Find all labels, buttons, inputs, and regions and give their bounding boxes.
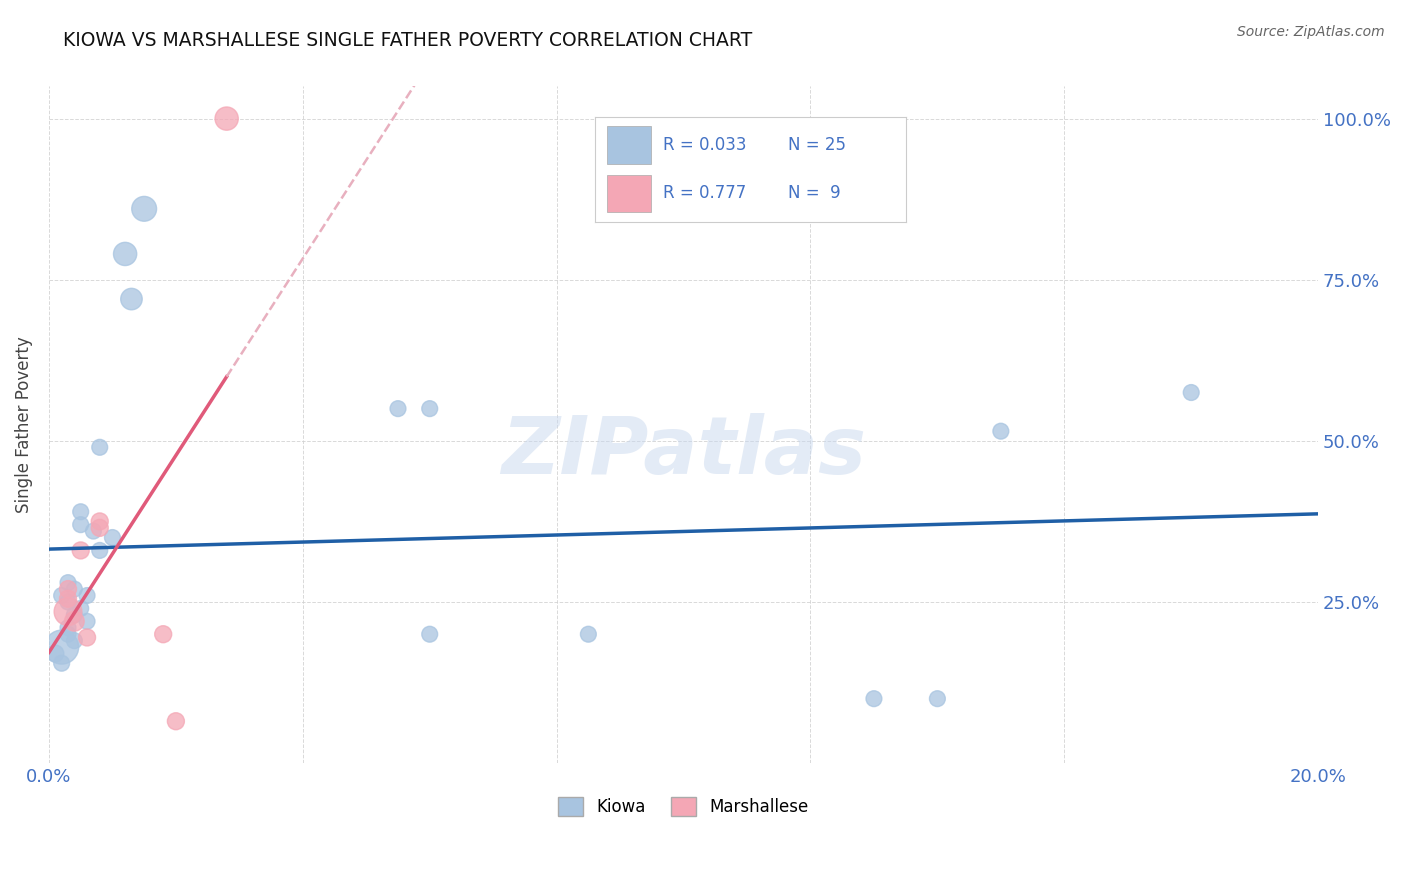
- Legend: Kiowa, Marshallese: Kiowa, Marshallese: [551, 790, 815, 822]
- Text: Source: ZipAtlas.com: Source: ZipAtlas.com: [1237, 25, 1385, 39]
- Point: [63, 582, 86, 596]
- Point: [89, 543, 111, 558]
- Point: [215, 112, 238, 126]
- Point: [927, 691, 949, 706]
- Text: KIOWA VS MARSHALLESE SINGLE FATHER POVERTY CORRELATION CHART: KIOWA VS MARSHALLESE SINGLE FATHER POVER…: [63, 31, 752, 50]
- Point: [863, 691, 886, 706]
- Point: [576, 627, 599, 641]
- Point: [69, 517, 91, 532]
- Point: [51, 589, 73, 603]
- Point: [134, 202, 156, 216]
- Point: [419, 401, 441, 416]
- Point: [56, 621, 79, 635]
- Point: [89, 440, 111, 454]
- Point: [387, 401, 409, 416]
- Point: [56, 595, 79, 609]
- Point: [56, 627, 79, 641]
- Point: [63, 607, 86, 622]
- Point: [44, 647, 66, 661]
- Point: [69, 601, 91, 615]
- Point: [56, 591, 79, 606]
- Point: [152, 627, 174, 641]
- Point: [69, 543, 91, 558]
- Point: [63, 633, 86, 648]
- Text: ZIPatlas: ZIPatlas: [501, 413, 866, 491]
- Point: [69, 505, 91, 519]
- Point: [76, 615, 98, 629]
- Point: [990, 424, 1012, 438]
- Point: [114, 247, 136, 261]
- Point: [419, 627, 441, 641]
- Point: [82, 524, 104, 538]
- Y-axis label: Single Father Poverty: Single Father Poverty: [15, 336, 32, 513]
- Point: [121, 292, 143, 306]
- Point: [56, 575, 79, 590]
- Point: [56, 605, 79, 619]
- Point: [76, 589, 98, 603]
- Point: [76, 631, 98, 645]
- Point: [89, 515, 111, 529]
- Point: [1180, 385, 1202, 400]
- Point: [165, 714, 187, 729]
- Point: [89, 521, 111, 535]
- Point: [51, 640, 73, 654]
- Point: [51, 657, 73, 671]
- Point: [101, 531, 124, 545]
- Point: [63, 615, 86, 629]
- Point: [56, 582, 79, 596]
